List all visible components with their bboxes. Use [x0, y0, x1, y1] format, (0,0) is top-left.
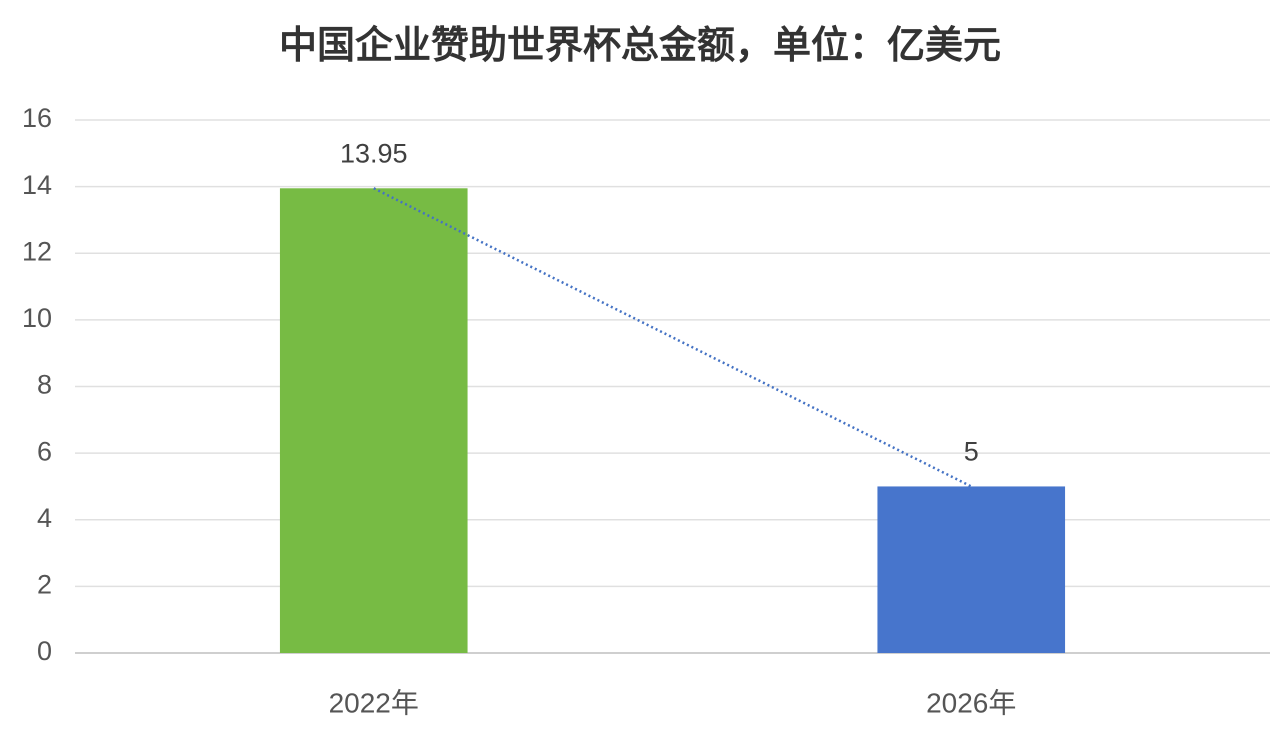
x-tick-label: 2022年 [329, 687, 419, 718]
y-tick-label: 0 [37, 636, 52, 666]
data-label: 5 [964, 437, 979, 467]
y-tick-label: 14 [22, 170, 52, 200]
data-label: 13.95 [340, 138, 408, 168]
bar [877, 486, 1066, 653]
y-tick-label: 16 [22, 103, 52, 133]
bar [279, 188, 468, 653]
y-tick-label: 12 [22, 236, 52, 266]
y-tick-label: 10 [22, 303, 52, 333]
trendline [373, 187, 972, 488]
x-tick-label: 2026年 [926, 687, 1016, 718]
y-tick-label: 8 [37, 370, 52, 400]
y-tick-label: 2 [37, 570, 52, 600]
y-tick-label: 6 [37, 436, 52, 466]
chart-title: 中国企业赞助世界杯总金额，单位：亿美元 [279, 24, 1001, 67]
y-tick-label: 4 [37, 503, 52, 533]
